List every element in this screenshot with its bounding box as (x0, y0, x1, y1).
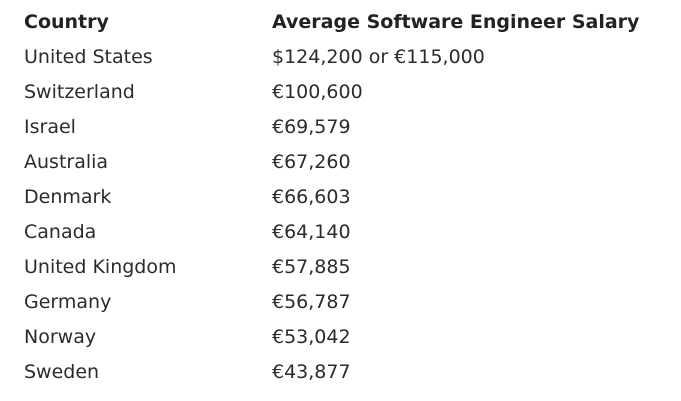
salary-cell: €66,603 (272, 186, 351, 208)
table-row: United States $124,200 or €115,000 (0, 43, 681, 78)
table-row: United Kingdom €57,885 (0, 253, 681, 288)
header-salary: Average Software Engineer Salary (272, 11, 640, 33)
table-row: Denmark €66,603 (0, 183, 681, 218)
table-row: Sweden €43,877 (0, 358, 681, 393)
salary-cell: €69,579 (272, 116, 351, 138)
table-header-row: Country Average Software Engineer Salary (0, 8, 681, 43)
table-row: Germany €56,787 (0, 288, 681, 323)
country-cell: United Kingdom (24, 256, 177, 278)
salary-cell: $124,200 or €115,000 (272, 46, 485, 68)
country-cell: United States (24, 46, 153, 68)
salary-cell: €53,042 (272, 326, 351, 348)
salary-cell: €43,877 (272, 361, 351, 383)
table-row: Norway €53,042 (0, 323, 681, 358)
country-cell: Canada (24, 221, 97, 243)
country-cell: Switzerland (24, 81, 135, 103)
salary-cell: €57,885 (272, 256, 351, 278)
country-cell: Israel (24, 116, 76, 138)
table-row: Australia €67,260 (0, 148, 681, 183)
table-row: Switzerland €100,600 (0, 78, 681, 113)
country-cell: Sweden (24, 361, 100, 383)
table-row: Israel €69,579 (0, 113, 681, 148)
salary-cell: €100,600 (272, 81, 363, 103)
salary-cell: €67,260 (272, 151, 351, 173)
country-cell: Norway (24, 326, 97, 348)
country-cell: Denmark (24, 186, 112, 208)
country-cell: Germany (24, 291, 112, 313)
header-country: Country (24, 11, 109, 33)
salary-cell: €56,787 (272, 291, 351, 313)
table-row: Canada €64,140 (0, 218, 681, 253)
salary-cell: €64,140 (272, 221, 351, 243)
country-cell: Australia (24, 151, 109, 173)
